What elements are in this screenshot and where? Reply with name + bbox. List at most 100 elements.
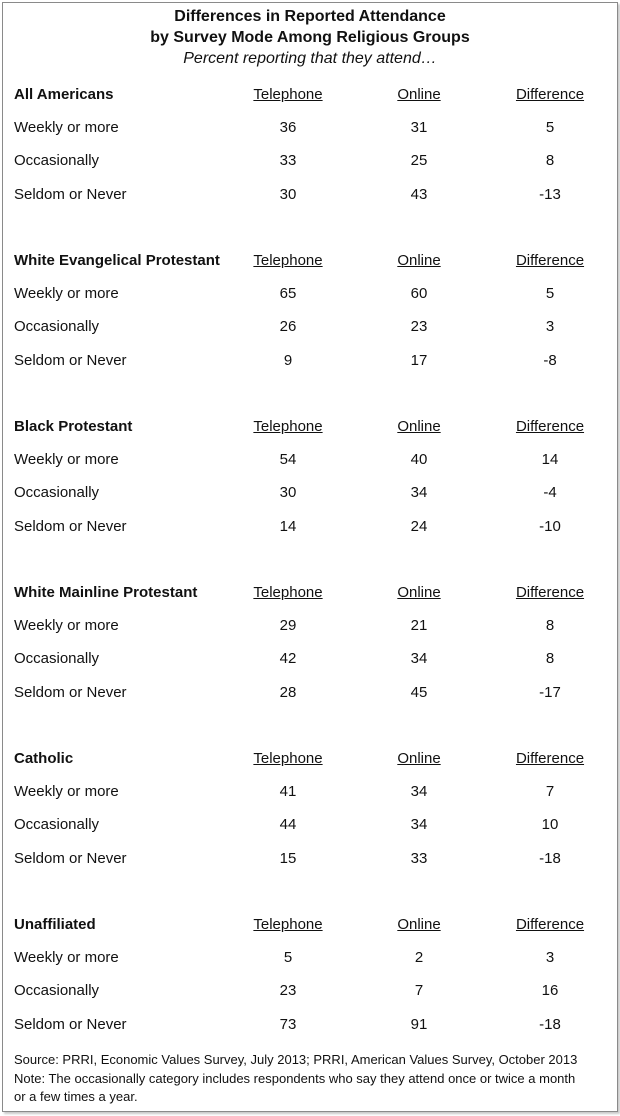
group-header-row: Unaffiliated Telephone Online Difference bbox=[0, 914, 620, 936]
cell-difference: 14 bbox=[541, 451, 559, 469]
row-label: Occasionally bbox=[14, 318, 100, 336]
cell-telephone: 33 bbox=[279, 152, 297, 170]
table-row: Occasionally 44 34 10 bbox=[0, 814, 620, 836]
row-label: Weekly or more bbox=[14, 119, 119, 137]
cell-online: 25 bbox=[410, 152, 428, 170]
group-name: All Americans bbox=[14, 86, 114, 103]
cell-telephone: 9 bbox=[283, 351, 293, 369]
table-row: Seldom or Never 73 91 -18 bbox=[0, 1014, 620, 1036]
cell-telephone: 5 bbox=[283, 949, 293, 967]
column-header-online: Online bbox=[397, 916, 441, 933]
table-row: Occasionally 42 34 8 bbox=[0, 648, 620, 670]
cell-difference: 3 bbox=[545, 318, 555, 336]
group-header-row: Black Protestant Telephone Online Differenc… bbox=[0, 416, 620, 438]
cell-difference: 16 bbox=[541, 982, 559, 1000]
cell-online: 34 bbox=[410, 816, 428, 834]
chart-title-line-1: Differences in Reported Attendance bbox=[174, 8, 446, 25]
cell-telephone: 41 bbox=[279, 783, 297, 801]
cell-difference: 10 bbox=[541, 816, 559, 834]
cell-online: 33 bbox=[410, 849, 428, 867]
group-name: White Evangelical Protestant bbox=[14, 252, 220, 269]
row-label: Seldom or Never bbox=[14, 185, 127, 203]
table-row: Occasionally 26 23 3 bbox=[0, 316, 620, 338]
cell-telephone: 65 bbox=[279, 285, 297, 303]
cell-online: 23 bbox=[410, 318, 428, 336]
column-header-online: Online bbox=[397, 418, 441, 435]
column-header-difference: Difference bbox=[515, 584, 585, 601]
table-row: Seldom or Never 28 45 -17 bbox=[0, 682, 620, 704]
row-label: Weekly or more bbox=[14, 451, 119, 469]
cell-difference: 5 bbox=[545, 285, 555, 303]
cell-online: 7 bbox=[414, 982, 424, 1000]
row-label: Seldom or Never bbox=[14, 849, 127, 867]
cell-telephone: 30 bbox=[279, 185, 297, 203]
group-name: White Mainline Protestant bbox=[14, 584, 198, 601]
cell-difference: 8 bbox=[545, 617, 555, 635]
cell-difference: -4 bbox=[543, 484, 557, 502]
source-note: Source: PRRI, Economic Values Survey, Ju… bbox=[14, 1052, 578, 1067]
cell-difference: -17 bbox=[539, 683, 561, 701]
cell-telephone: 36 bbox=[279, 119, 297, 137]
cell-telephone: 42 bbox=[279, 650, 297, 668]
column-header-difference: Difference bbox=[515, 86, 585, 103]
column-header-telephone: Telephone bbox=[253, 750, 323, 767]
cell-online: 91 bbox=[410, 1015, 428, 1033]
column-header-telephone: Telephone bbox=[253, 86, 323, 103]
cell-online: 17 bbox=[410, 351, 428, 369]
table-row: Weekly or more 41 34 7 bbox=[0, 781, 620, 803]
cell-telephone: 30 bbox=[279, 484, 297, 502]
cell-online: 34 bbox=[410, 783, 428, 801]
group-header-row: Catholic Telephone Online Difference bbox=[0, 748, 620, 770]
group-header-row: White Mainline Protestant Telephone Online… bbox=[0, 582, 620, 604]
column-header-online: Online bbox=[397, 584, 441, 601]
table-row: Weekly or more 54 40 14 bbox=[0, 449, 620, 471]
column-header-difference: Difference bbox=[515, 252, 585, 269]
column-header-telephone: Telephone bbox=[253, 418, 323, 435]
cell-difference: 8 bbox=[545, 152, 555, 170]
column-header-telephone: Telephone bbox=[253, 916, 323, 933]
footnote-line-2: or a few times a year. bbox=[14, 1089, 138, 1104]
table-row: Seldom or Never 9 17 -8 bbox=[0, 350, 620, 372]
table-row: Weekly or more 5 2 3 bbox=[0, 947, 620, 969]
column-header-telephone: Telephone bbox=[253, 584, 323, 601]
table-row: Weekly or more 65 60 5 bbox=[0, 283, 620, 305]
cell-difference: 5 bbox=[545, 119, 555, 137]
column-header-difference: Difference bbox=[515, 750, 585, 767]
cell-difference: -18 bbox=[539, 1015, 561, 1033]
table-row: Occasionally 33 25 8 bbox=[0, 150, 620, 172]
group-header-row: White Evangelical Protestant Telephone Onl… bbox=[0, 250, 620, 272]
row-label: Occasionally bbox=[14, 152, 100, 170]
chart-header: Differences in Reported Attendance by Su… bbox=[0, 6, 620, 69]
cell-difference: -10 bbox=[539, 517, 561, 535]
table-group: Unaffiliated Telephone Online Difference Wee… bbox=[0, 914, 620, 1046]
table-row: Weekly or more 36 31 5 bbox=[0, 117, 620, 139]
table-group: Black Protestant Telephone Online Differenc… bbox=[0, 416, 620, 548]
row-label: Occasionally bbox=[14, 816, 100, 834]
cell-telephone: 54 bbox=[279, 451, 297, 469]
group-name: Unaffiliated bbox=[14, 916, 96, 933]
chart-subtitle: Percent reporting that they attend… bbox=[183, 50, 437, 67]
cell-difference: 8 bbox=[545, 650, 555, 668]
cell-difference: 3 bbox=[545, 949, 555, 967]
cell-difference: 7 bbox=[545, 783, 555, 801]
cell-online: 34 bbox=[410, 484, 428, 502]
table-group: White Evangelical Protestant Telephone Onl… bbox=[0, 250, 620, 382]
group-name: Catholic bbox=[14, 750, 74, 767]
cell-online: 60 bbox=[410, 285, 428, 303]
cell-online: 24 bbox=[410, 517, 428, 535]
table-row: Occasionally 23 7 16 bbox=[0, 980, 620, 1002]
cell-telephone: 14 bbox=[279, 517, 297, 535]
cell-online: 45 bbox=[410, 683, 428, 701]
table-row: Occasionally 30 34 -4 bbox=[0, 482, 620, 504]
row-label: Weekly or more bbox=[14, 617, 119, 635]
table-row: Weekly or more 29 21 8 bbox=[0, 615, 620, 637]
row-label: Seldom or Never bbox=[14, 1015, 127, 1033]
row-label: Weekly or more bbox=[14, 783, 119, 801]
row-label: Seldom or Never bbox=[14, 683, 127, 701]
footnote-line-1: Note: The occasionally category includes… bbox=[14, 1070, 576, 1086]
cell-telephone: 15 bbox=[279, 849, 297, 867]
table-row: Seldom or Never 14 24 -10 bbox=[0, 516, 620, 538]
group-header-row: All Americans Telephone Online Difference bbox=[0, 84, 620, 106]
table-row: Seldom or Never 15 33 -18 bbox=[0, 848, 620, 870]
